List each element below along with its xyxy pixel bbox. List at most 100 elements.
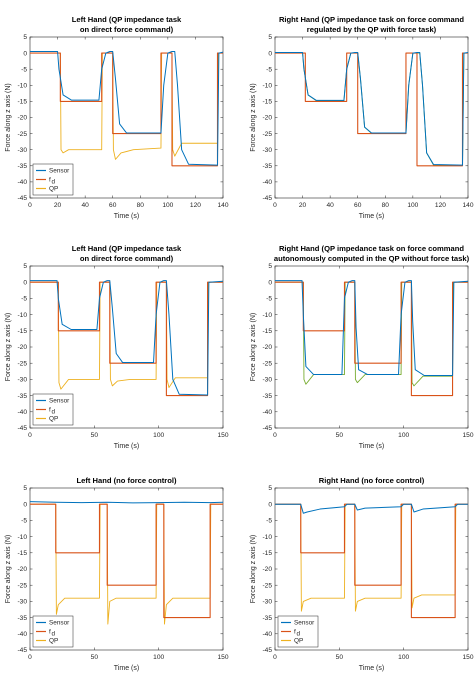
- y-tick-label: -30: [17, 377, 27, 384]
- series-group: [30, 501, 223, 625]
- legend-subscript: d: [297, 631, 301, 638]
- y-axis-label: Force along z axis (N): [5, 83, 12, 151]
- series-line-sensor: [30, 501, 223, 504]
- chart-title: Left Hand (QP impedance task: [72, 244, 182, 253]
- series-line-sensor: [275, 280, 468, 377]
- y-tick-label: -35: [262, 163, 272, 170]
- y-tick-label: -40: [17, 631, 27, 638]
- series-line-qp: [30, 52, 223, 160]
- chart-title: Right Hand (QP impedance task on force c…: [279, 15, 464, 24]
- y-tick-label: -45: [17, 647, 27, 654]
- y-tick-label: -10: [262, 83, 272, 90]
- series-group: [275, 503, 468, 619]
- legend-entry: Sensor: [49, 168, 70, 175]
- y-tick-label: -20: [17, 566, 27, 573]
- y-tick-label: -20: [262, 115, 272, 122]
- y-tick-label: -15: [262, 328, 272, 335]
- x-tick-label: 50: [336, 432, 344, 439]
- y-tick-label: 5: [23, 34, 27, 41]
- x-tick-label: 150: [462, 432, 473, 439]
- x-tick-label: 50: [91, 654, 99, 661]
- y-axis-label: Force along z axis (N): [250, 313, 257, 381]
- y-tick-label: -5: [266, 518, 272, 525]
- y-tick-label: -40: [262, 179, 272, 186]
- x-tick-label: 50: [336, 654, 344, 661]
- chart-subtitle: on direct force command): [80, 25, 174, 34]
- series-line-fd: [30, 503, 223, 619]
- y-tick-label: -40: [17, 409, 27, 416]
- x-tick-label: 0: [273, 432, 277, 439]
- x-tick-label: 20: [299, 202, 307, 209]
- legend: Sensor f dQP: [32, 615, 74, 648]
- y-tick-label: 5: [23, 485, 27, 492]
- y-tick-label: -40: [262, 409, 272, 416]
- y-tick-label: 5: [23, 263, 27, 270]
- legend: Sensor f dQP: [32, 163, 74, 196]
- legend-entry: f: [49, 177, 51, 184]
- y-tick-label: 0: [23, 501, 27, 508]
- y-tick-label: 0: [23, 279, 27, 286]
- y-tick-label: -25: [17, 582, 27, 589]
- x-tick-label: 0: [28, 202, 32, 209]
- y-tick-label: -20: [17, 344, 27, 351]
- chart-panel-6: Right Hand (no force control)50-5-10-15-…: [250, 476, 474, 672]
- y-tick-label: -25: [17, 131, 27, 138]
- y-tick-label: -15: [262, 99, 272, 106]
- y-tick-label: 5: [268, 263, 272, 270]
- x-tick-label: 60: [109, 202, 117, 209]
- y-tick-label: -45: [17, 195, 27, 202]
- y-tick-label: -30: [262, 377, 272, 384]
- y-tick-label: -35: [17, 163, 27, 170]
- series-line-fd: [30, 52, 223, 167]
- x-tick-label: 100: [398, 432, 409, 439]
- x-tick-label: 140: [462, 202, 473, 209]
- series-group: [30, 280, 223, 397]
- y-tick-label: -30: [17, 599, 27, 606]
- series-line-sensor: [275, 503, 468, 514]
- y-tick-label: -20: [17, 115, 27, 122]
- y-tick-label: -35: [262, 615, 272, 622]
- series-line-fd: [275, 52, 468, 167]
- y-tick-label: -15: [17, 550, 27, 557]
- y-tick-label: -5: [21, 296, 27, 303]
- series-line-sensor: [30, 280, 223, 396]
- chart-title: Left Hand (no force control): [77, 476, 177, 485]
- chart-title: Right Hand (no force control): [319, 476, 425, 485]
- x-tick-label: 40: [326, 202, 334, 209]
- x-tick-label: 20: [54, 202, 62, 209]
- y-tick-label: -25: [17, 360, 27, 367]
- y-tick-label: -5: [266, 296, 272, 303]
- y-tick-label: -10: [17, 312, 27, 319]
- x-tick-label: 80: [137, 202, 145, 209]
- series-line-sensor: [30, 50, 223, 166]
- x-tick-label: 0: [28, 432, 32, 439]
- legend: Sensor f dQP: [277, 615, 319, 648]
- x-tick-label: 60: [354, 202, 362, 209]
- series-line-fd: [30, 281, 223, 397]
- x-tick-label: 100: [398, 654, 409, 661]
- x-tick-label: 100: [153, 432, 164, 439]
- chart-subtitle: autonomously computed in the QP without …: [274, 254, 470, 263]
- legend-entry: Sensor: [49, 620, 70, 627]
- legend-subscript: d: [52, 409, 56, 416]
- y-tick-label: -45: [262, 425, 272, 432]
- y-tick-label: -40: [17, 179, 27, 186]
- y-tick-label: -5: [21, 66, 27, 73]
- x-tick-label: 120: [435, 202, 446, 209]
- chart-panel-5: Left Hand (no force control)50-5-10-15-2…: [5, 476, 229, 672]
- legend-entry: Sensor: [49, 398, 70, 405]
- y-tick-label: 0: [23, 50, 27, 57]
- y-tick-label: -35: [262, 393, 272, 400]
- x-tick-label: 0: [273, 654, 277, 661]
- y-tick-label: -30: [262, 147, 272, 154]
- x-axis-label: Time (s): [359, 665, 384, 672]
- chart-title: Right Hand (QP impedance task on force c…: [279, 244, 464, 253]
- legend-subscript: d: [52, 179, 56, 186]
- y-tick-label: -25: [262, 131, 272, 138]
- y-tick-label: -10: [262, 312, 272, 319]
- x-tick-label: 0: [273, 202, 277, 209]
- series-group: [30, 50, 223, 167]
